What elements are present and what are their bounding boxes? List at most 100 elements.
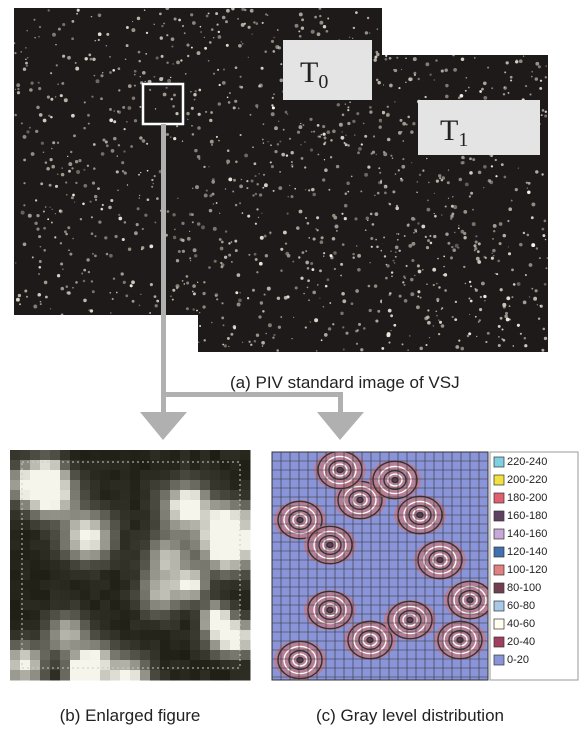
particle (411, 162, 413, 164)
particle (203, 165, 206, 169)
particle (276, 29, 279, 31)
particle (125, 294, 129, 298)
particle (427, 320, 431, 325)
particle (235, 291, 239, 295)
pixel (80, 490, 91, 501)
particle (97, 13, 102, 18)
particle (457, 96, 461, 100)
contour-line (391, 476, 399, 484)
particle (405, 81, 407, 84)
pixel (180, 590, 191, 601)
particle (350, 302, 354, 306)
particle (380, 249, 382, 252)
particle (474, 57, 476, 59)
particle (487, 66, 490, 69)
particle (341, 243, 345, 246)
pixel (230, 630, 241, 641)
particle (83, 298, 87, 303)
particle (394, 101, 396, 103)
particle (460, 57, 465, 62)
particle (193, 92, 197, 97)
particle (105, 144, 109, 148)
pixel (140, 530, 151, 541)
pixel (130, 470, 141, 481)
particle (207, 12, 210, 15)
particle (400, 177, 403, 180)
pixel (20, 450, 31, 461)
pixel (90, 550, 101, 561)
particle (394, 251, 397, 253)
particle (274, 149, 278, 154)
pixel (220, 570, 231, 581)
particle (215, 202, 218, 204)
particle (425, 343, 428, 347)
contour-line (398, 609, 422, 631)
particle (131, 28, 136, 33)
particle (105, 45, 108, 47)
particle (542, 327, 546, 331)
particle (467, 86, 470, 89)
particle (253, 252, 257, 256)
particle (242, 43, 244, 45)
particle (17, 87, 20, 91)
pixel (90, 630, 101, 641)
particle (177, 197, 179, 200)
particle (148, 88, 152, 92)
particle (261, 21, 264, 24)
contour-line (362, 633, 378, 647)
particle (474, 315, 477, 318)
particle (194, 254, 198, 258)
particle (56, 141, 60, 144)
pixel (70, 530, 81, 541)
particle (447, 241, 451, 245)
particle (38, 235, 42, 239)
particle (376, 28, 378, 30)
particle (194, 89, 197, 93)
particle (61, 167, 63, 169)
particle (92, 143, 96, 146)
particle (309, 148, 314, 152)
pixel (60, 670, 71, 681)
particle (226, 8, 230, 13)
particle (447, 197, 450, 199)
pixel (150, 450, 161, 461)
pixel (180, 610, 191, 621)
particle (176, 125, 179, 128)
particle (222, 343, 225, 346)
pixel (30, 640, 41, 651)
particle (74, 201, 76, 203)
pixel (60, 490, 71, 501)
particle (327, 17, 330, 20)
pixel (230, 620, 241, 631)
particle (522, 231, 526, 235)
pixel (160, 490, 171, 501)
pixel (130, 590, 141, 601)
pixel (110, 640, 121, 651)
particle (258, 193, 263, 197)
particle (492, 248, 496, 253)
particle (25, 64, 28, 67)
pixel (20, 550, 31, 561)
particle (368, 32, 371, 34)
particle (405, 264, 408, 268)
particle (181, 280, 184, 282)
particle (319, 240, 324, 244)
contours (272, 452, 488, 680)
pixel (140, 620, 151, 631)
particle (401, 343, 404, 346)
pixel (90, 620, 101, 631)
pixel (190, 580, 201, 591)
particle (323, 333, 328, 337)
particle (93, 167, 96, 170)
pixel (150, 500, 161, 511)
pixel (120, 460, 131, 471)
particle (68, 169, 71, 173)
particle (301, 157, 303, 159)
pixel (30, 530, 41, 541)
particle (426, 157, 428, 160)
pixel (20, 630, 31, 641)
pixel (70, 610, 81, 621)
particle (193, 98, 196, 101)
particle (429, 234, 432, 238)
pixel (240, 530, 251, 541)
